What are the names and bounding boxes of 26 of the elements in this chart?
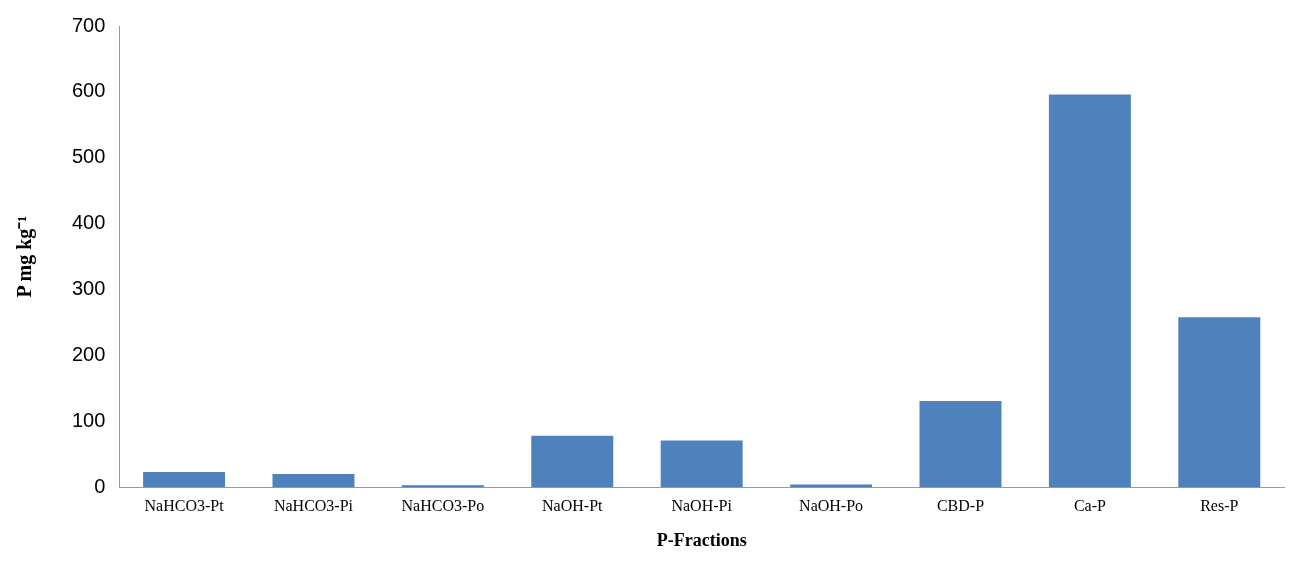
x-tick-label: CBD-P xyxy=(936,497,985,514)
x-tick-label: NaOH-Pt xyxy=(542,497,604,514)
x-tick-label: NaHCO3-Pt xyxy=(144,497,225,514)
x-tick-label: NaOH-Po xyxy=(799,497,864,514)
bar xyxy=(272,474,355,488)
bar xyxy=(531,435,614,488)
y-tick-label: 700 xyxy=(71,13,106,36)
bar xyxy=(919,400,1002,488)
bar xyxy=(143,472,226,488)
bar xyxy=(1048,94,1131,488)
y-tick-label: 0 xyxy=(94,474,106,497)
bar xyxy=(1178,317,1261,488)
x-tick-label: NaOH-Pi xyxy=(671,497,733,514)
x-axis-title: P-Fractions xyxy=(656,529,747,550)
y-tick-label: 200 xyxy=(71,342,106,365)
x-tick-label: NaHCO3-Po xyxy=(401,497,485,514)
y-tick-label: 100 xyxy=(71,408,106,431)
y-tick-label: 400 xyxy=(71,211,106,234)
y-tick-label: 500 xyxy=(71,145,106,168)
x-tick-label: Res-P xyxy=(1200,497,1239,514)
bar xyxy=(660,440,743,488)
y-tick-label: 600 xyxy=(71,79,106,102)
x-tick-label: NaHCO3-Pi xyxy=(273,497,354,514)
y-axis-title: P mg kg⁻¹ xyxy=(13,215,37,298)
x-tick-label: Ca-P xyxy=(1073,497,1106,514)
y-tick-label: 300 xyxy=(71,277,106,300)
